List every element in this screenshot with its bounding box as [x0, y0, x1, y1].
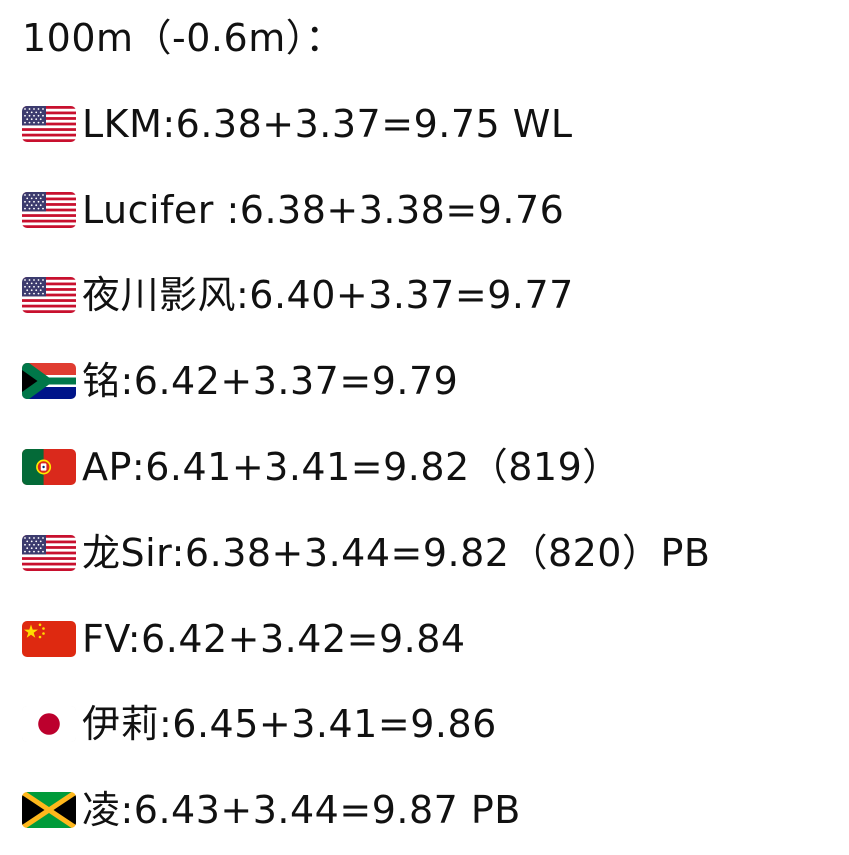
- result-line: LKM:6.38+3.37=9.75 WL: [22, 94, 573, 154]
- za-flag-icon: [22, 363, 76, 399]
- us-flag-icon: [22, 535, 76, 571]
- result-line: 凌:6.43+3.44=9.87 PB: [22, 780, 521, 840]
- result-line: 龙Sir:6.38+3.44=9.82（820）PB: [22, 523, 710, 583]
- us-flag-icon: [22, 192, 76, 228]
- header-line: 100m（-0.6m）：: [22, 8, 344, 68]
- cn-flag-icon: [22, 621, 76, 657]
- result-line: AP:6.41+3.41=9.82（819）: [22, 437, 621, 497]
- result-text: 龙Sir:6.38+3.44=9.82（820）PB: [82, 531, 711, 575]
- result-text: 夜川影风:6.40+3.37=9.77: [82, 273, 574, 317]
- result-text: 伊莉:6.45+3.41=9.86: [82, 702, 497, 746]
- result-line: FV:6.42+3.42=9.84: [22, 609, 466, 669]
- result-line: 铭:6.42+3.37=9.79: [22, 351, 458, 411]
- result-text: FV:6.42+3.42=9.84: [82, 617, 466, 661]
- result-line: Lucifer :6.38+3.38=9.76: [22, 180, 564, 240]
- result-line: 伊莉:6.45+3.41=9.86: [22, 694, 497, 754]
- result-text: 铭:6.42+3.37=9.79: [82, 359, 459, 403]
- result-text: AP:6.41+3.41=9.82（819）: [82, 445, 621, 489]
- result-text: 凌:6.43+3.44=9.87 PB: [82, 788, 521, 832]
- us-flag-icon: [22, 277, 76, 313]
- jm-flag-icon: [22, 792, 76, 828]
- result-text: LKM:6.38+3.37=9.75 WL: [82, 102, 573, 146]
- us-flag-icon: [22, 106, 76, 142]
- jp-flag-icon: [22, 706, 76, 742]
- header-text: 100m（-0.6m）：: [22, 16, 344, 60]
- result-text: Lucifer :6.38+3.38=9.76: [82, 188, 565, 232]
- result-line: 夜川影风:6.40+3.37=9.77: [22, 265, 574, 325]
- pt-flag-icon: [22, 449, 76, 485]
